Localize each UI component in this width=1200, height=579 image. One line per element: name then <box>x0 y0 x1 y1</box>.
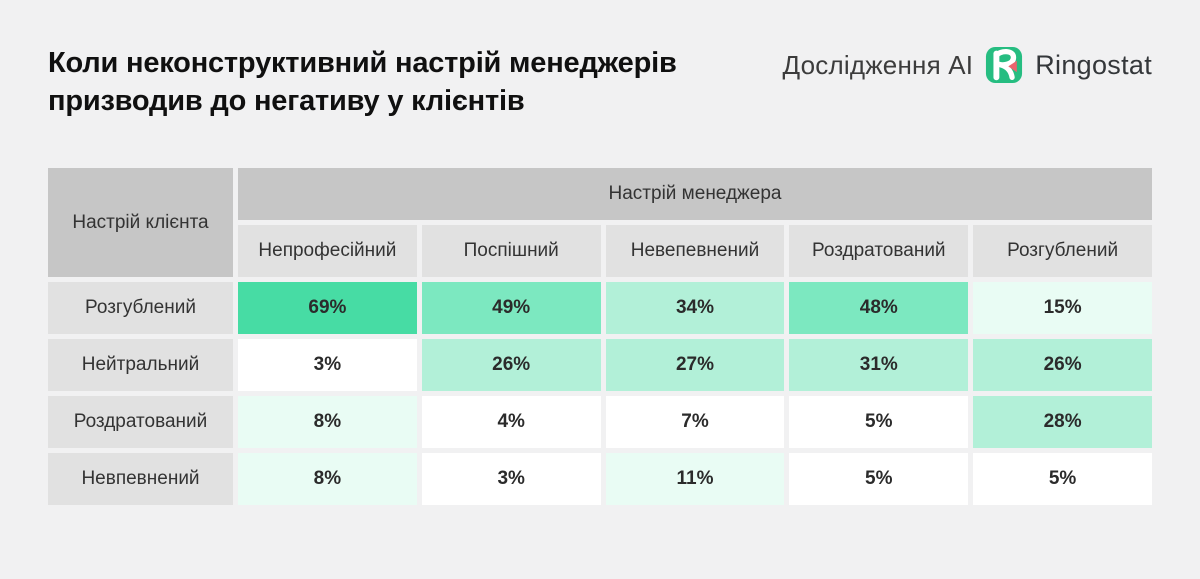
col-header: Поспішний <box>421 225 601 277</box>
brand-name: Ringostat <box>1035 49 1152 80</box>
data-cell: 11% <box>605 453 785 505</box>
data-cell: 48% <box>789 282 969 334</box>
data-cell: 31% <box>789 339 969 391</box>
col-header: Невепевнений <box>605 225 785 277</box>
row-axis-label: Настрій клієнта <box>48 168 233 277</box>
data-cell: 69% <box>238 282 417 334</box>
data-cell: 49% <box>421 282 601 334</box>
row-header: Нейтральний <box>48 339 233 391</box>
row-header: Розгублений <box>48 282 233 334</box>
col-header: Розгублений <box>973 225 1152 277</box>
data-cell: 3% <box>421 453 601 505</box>
ringostat-logo-icon <box>985 46 1023 84</box>
data-cell: 8% <box>238 396 417 448</box>
data-cell: 34% <box>605 282 785 334</box>
page-header: Коли неконструктивний настрій менеджерів… <box>0 0 1200 120</box>
col-header: Роздратований <box>789 225 969 277</box>
col-axis-label: Настрій менеджера <box>238 168 1152 220</box>
data-cell: 3% <box>238 339 417 391</box>
data-cell: 5% <box>789 453 969 505</box>
research-label: Дослідження AI <box>782 49 974 80</box>
brand-block: Дослідження AI Ringostat <box>783 46 1152 84</box>
row-header: Роздратований <box>48 396 233 448</box>
data-cell: 5% <box>973 453 1152 505</box>
data-cell: 26% <box>421 339 601 391</box>
row-header: Невпевнений <box>48 453 233 505</box>
data-cell: 15% <box>973 282 1152 334</box>
data-cell: 27% <box>605 339 785 391</box>
data-cell: 8% <box>238 453 417 505</box>
data-cell: 5% <box>789 396 969 448</box>
col-header: Непрофесійний <box>238 225 417 277</box>
data-cell: 7% <box>605 396 785 448</box>
data-cell: 26% <box>973 339 1152 391</box>
data-cell: 28% <box>973 396 1152 448</box>
heatmap-grid: Настрій клієнта Настрій менеджера Непроф… <box>48 168 1152 505</box>
data-cell: 4% <box>421 396 601 448</box>
page-title: Коли неконструктивний настрій менеджерів… <box>48 47 677 117</box>
